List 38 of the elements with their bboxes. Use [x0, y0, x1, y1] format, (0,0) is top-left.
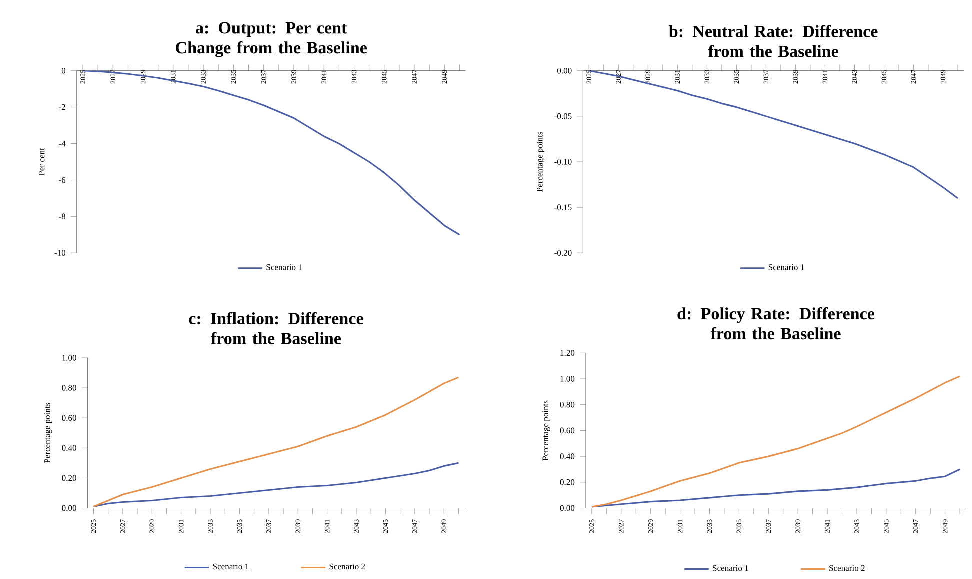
y-tick-label: 0.40 [560, 454, 575, 460]
y-tick-label: -0.05 [554, 114, 572, 120]
y-axis-title: Percentage points [542, 400, 550, 461]
legend-label: Scenario 1 [713, 565, 748, 572]
y-tick-label: 0.60 [62, 415, 76, 422]
y-tick-label: 0.40 [62, 445, 76, 452]
chart-title: a: Output: Per cent Change from the Baseline [176, 22, 368, 58]
legend-label: Scenario 2 [830, 565, 865, 572]
y-tick-label: -8 [59, 214, 66, 220]
y-tick-label: -0.15 [554, 204, 572, 210]
y-tick-label: 0.00 [558, 68, 572, 74]
y-tick-label: -4 [59, 140, 66, 147]
chart-title: d: Policy Rate: Difference from the Baseline [678, 307, 875, 340]
y-tick-label: 0 [62, 68, 66, 74]
y-tick-label: -2 [59, 104, 66, 110]
y-tick-label: 0.60 [560, 428, 575, 434]
legend-label: Scenario 1 [768, 264, 804, 270]
y-tick-label: 0.00 [560, 505, 575, 512]
legend-label: Scenario 1 [213, 564, 249, 570]
y-tick-label: -0.10 [554, 159, 572, 165]
legend-label: Scenario 2 [330, 564, 366, 570]
y-tick-label: 1.20 [560, 350, 575, 356]
y-tick-label: 0.80 [62, 385, 76, 391]
y-axis-title: Percentage points [537, 132, 545, 192]
y-axis-title: Percentage points [44, 403, 52, 464]
y-axis-title: Per cent [39, 148, 45, 176]
chart-title: c: Inflation: Difference from the Baseline [189, 312, 364, 344]
y-tick-label: 0.20 [62, 475, 76, 482]
y-tick-label: 1.00 [560, 376, 575, 382]
chart-title: b: Neutral Rate: Difference from the Baseline [669, 25, 878, 58]
y-tick-label: 0.00 [62, 505, 76, 512]
y-tick-label: -6 [59, 177, 66, 184]
y-tick-label: -10 [54, 250, 66, 256]
y-tick-label: 1.00 [62, 355, 76, 361]
y-tick-label: 0.80 [560, 402, 575, 408]
legend-label: Scenario 1 [266, 264, 302, 270]
y-tick-label: -0.20 [554, 250, 572, 256]
y-tick-label: 0.20 [560, 480, 575, 486]
